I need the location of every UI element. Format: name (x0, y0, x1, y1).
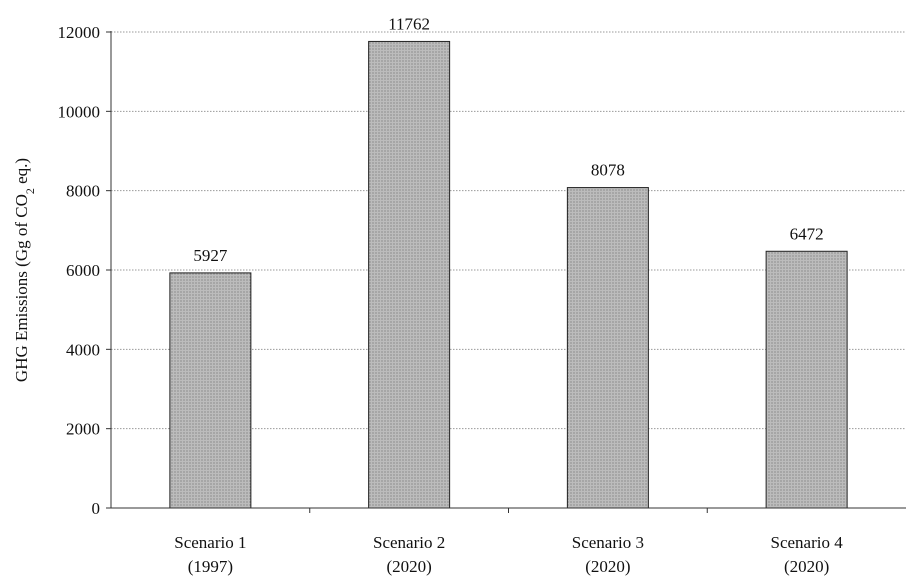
bar-4 (765, 250, 848, 509)
axes (106, 31, 906, 513)
category-label-3-line-2: (2020) (585, 557, 630, 576)
bar-2 (368, 40, 451, 509)
category-label-2-line-1: Scenario 2 (373, 533, 445, 552)
y-axis-title-prefix: GHG Emissions (Gg of CO (12, 194, 31, 382)
bar-3 (566, 187, 649, 509)
category-label-4-line-2: (2020) (784, 557, 829, 576)
y-axis-title-suffix: eq.) (12, 158, 31, 188)
category-label-4-line-1: Scenario 4 (771, 533, 844, 552)
y-tick-label-12000: 12000 (58, 23, 101, 42)
y-tick-label-8000: 8000 (66, 182, 100, 201)
category-label-1-line-2: (1997) (188, 557, 233, 576)
data-label-3: 8078 (591, 161, 625, 180)
y-tick-label-10000: 10000 (58, 102, 101, 121)
data-label-2: 11762 (388, 14, 430, 33)
y-axis-title: GHG Emissions (Gg of CO2 eq.) (12, 158, 37, 382)
category-label-2-line-2: (2020) (386, 557, 431, 576)
y-tick-label-6000: 6000 (66, 261, 100, 280)
y-tick-label-0: 0 (92, 499, 101, 518)
data-label-4: 6472 (790, 224, 824, 243)
category-label-1-line-1: Scenario 1 (174, 533, 246, 552)
y-tick-label-4000: 4000 (66, 340, 100, 359)
data-label-1: 5927 (193, 246, 228, 265)
y-tick-label-2000: 2000 (66, 420, 100, 439)
bar-1 (169, 272, 252, 509)
labels: 0 2000 4000 6000 8000 10000 12000 5927 Scenario … (58, 14, 844, 576)
y-axis-title-subscript: 2 (23, 188, 37, 194)
category-label-3-line-1: Scenario 3 (572, 533, 644, 552)
